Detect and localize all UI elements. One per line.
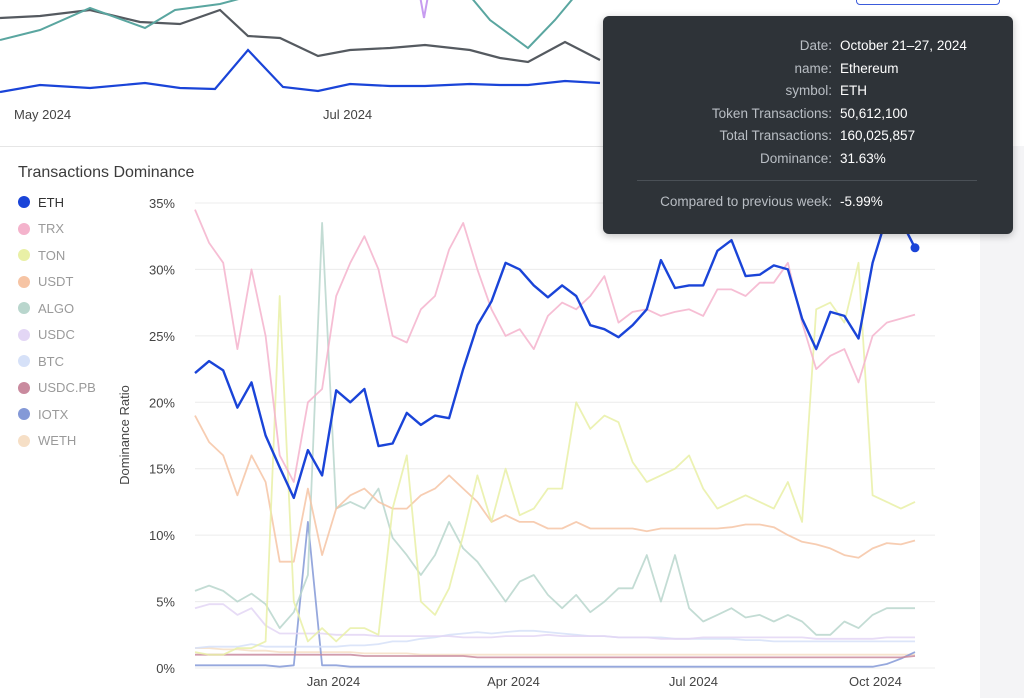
x-tick-label: Jul 2024 bbox=[669, 674, 718, 689]
top-chart-series-gray bbox=[0, 8, 601, 64]
legend-item-usdc-pb[interactable]: USDC.PB bbox=[18, 375, 96, 402]
tooltip-row: Date: October 21–27, 2024 bbox=[603, 38, 1013, 58]
tooltip-key: Compared to previous week: bbox=[660, 194, 832, 209]
top-chart-series-purple bbox=[419, 0, 429, 19]
y-axis-ticks: 0% 5% 10% 15% 20% 25% 30% 35% bbox=[149, 196, 175, 676]
chart-title: Transactions Dominance bbox=[18, 164, 195, 181]
y-tick-label: 35% bbox=[149, 196, 175, 211]
tooltip-row: Dominance: 31.63% bbox=[603, 151, 1013, 171]
legend-label: ALGO bbox=[38, 300, 75, 316]
section-divider bbox=[0, 146, 980, 147]
legend-label: USDC.PB bbox=[38, 380, 96, 396]
legend-item-weth[interactable]: WETH bbox=[18, 428, 96, 455]
legend-label: USDT bbox=[38, 274, 74, 290]
tooltip-value: 50,612,100 bbox=[840, 106, 908, 121]
series-line-usdc bbox=[194, 603, 915, 640]
legend-label: ETH bbox=[38, 194, 64, 210]
x-tick-label: Oct 2024 bbox=[849, 674, 902, 689]
y-tick-label: 30% bbox=[149, 262, 175, 277]
tooltip-value: October 21–27, 2024 bbox=[840, 38, 967, 53]
chart-legend: ETH TRX TON USDT ALGO USDC BTC USDC.PB I… bbox=[18, 189, 96, 454]
tooltip-value: -5.99% bbox=[840, 194, 883, 209]
legend-label: BTC bbox=[38, 353, 64, 369]
legend-marker bbox=[18, 302, 30, 315]
tooltip-value: Ethereum bbox=[840, 61, 899, 76]
top-chart-series-teal bbox=[0, 0, 573, 50]
tooltip-row: Token Transactions: 50,612,100 bbox=[603, 106, 1013, 126]
y-tick-label: 0% bbox=[156, 661, 175, 676]
series-line-ton bbox=[194, 261, 916, 656]
x-tick-label: Apr 2024 bbox=[487, 674, 540, 689]
tooltip-key: symbol: bbox=[785, 83, 832, 98]
tooltip-key: Token Transactions: bbox=[711, 106, 832, 121]
series-line-eth bbox=[194, 215, 917, 500]
legend-item-algo[interactable]: ALGO bbox=[18, 295, 96, 322]
legend-item-usdc[interactable]: USDC bbox=[18, 322, 96, 349]
y-tick-label: 20% bbox=[149, 395, 175, 410]
legend-item-trx[interactable]: TRX bbox=[18, 216, 96, 243]
top-chart: May 2024 Jul 2024 bbox=[0, 0, 601, 122]
tooltip-key: Dominance: bbox=[759, 151, 832, 166]
legend-label: USDC bbox=[38, 327, 75, 343]
series-line-usdt bbox=[194, 415, 916, 563]
legend-marker bbox=[18, 249, 30, 262]
hover-point bbox=[910, 243, 920, 253]
series-line-usdc-pb bbox=[195, 653, 916, 659]
tooltip-row: symbol: ETH bbox=[603, 83, 1013, 103]
tooltip-value: 160,025,857 bbox=[840, 128, 916, 143]
top-chart-lines bbox=[0, 0, 601, 94]
chart-tooltip: Date: October 21–27, 2024 name: Ethereum s… bbox=[603, 16, 1013, 234]
legend-marker bbox=[18, 408, 30, 421]
right-panel-edge bbox=[980, 146, 1024, 698]
legend-marker bbox=[18, 381, 30, 394]
dominance-chart: 0%5%10%15%20%25%30%35% Jan 2024 Apr 2024 J… bbox=[117, 196, 935, 689]
y-axis-label: Dominance Ratio bbox=[117, 385, 132, 485]
legend-item-btc[interactable]: BTC bbox=[18, 348, 96, 375]
x-axis-ticks: Jan 2024 Apr 2024 Jul 2024 Oct 2024 bbox=[307, 674, 902, 689]
top-control-button[interactable] bbox=[856, 0, 1000, 5]
y-tick-label: 25% bbox=[149, 329, 175, 344]
series-line-btc bbox=[194, 629, 915, 649]
legend-label: IOTX bbox=[38, 406, 69, 422]
y-tick-label: 10% bbox=[149, 528, 175, 543]
top-axis-tick: May 2024 bbox=[14, 107, 71, 122]
legend-item-eth[interactable]: ETH bbox=[18, 189, 96, 216]
legend-label: TON bbox=[38, 247, 66, 263]
chart-grid bbox=[195, 202, 935, 669]
x-tick-label: Jan 2024 bbox=[307, 674, 361, 689]
tooltip-row: name: Ethereum bbox=[603, 61, 1013, 81]
series-line-iotx bbox=[195, 520, 916, 668]
tooltip-key: Total Transactions: bbox=[719, 128, 832, 143]
y-tick-label: 15% bbox=[149, 462, 175, 477]
legend-marker bbox=[18, 434, 30, 447]
tooltip-divider bbox=[637, 180, 977, 181]
y-tick-label: 5% bbox=[156, 595, 175, 610]
tooltip-key: Date: bbox=[799, 38, 832, 53]
legend-marker bbox=[18, 222, 30, 235]
tooltip-key: name: bbox=[794, 61, 832, 76]
top-chart-series-blue bbox=[0, 48, 601, 94]
legend-label: WETH bbox=[38, 433, 77, 449]
series-line-algo bbox=[194, 222, 915, 636]
tooltip-compare-row: Compared to previous week: -5.99% bbox=[603, 194, 1013, 214]
tooltip-row: Total Transactions: 160,025,857 bbox=[603, 128, 1013, 148]
legend-label: TRX bbox=[38, 221, 64, 237]
top-axis-tick: Jul 2024 bbox=[323, 107, 372, 122]
legend-marker bbox=[18, 355, 30, 368]
legend-marker bbox=[18, 328, 30, 341]
tooltip-value: ETH bbox=[840, 83, 867, 98]
chart-series bbox=[194, 209, 920, 668]
legend-item-iotx[interactable]: IOTX bbox=[18, 401, 96, 428]
series-line-weth bbox=[195, 647, 915, 656]
legend-item-usdt[interactable]: USDT bbox=[18, 269, 96, 296]
legend-item-ton[interactable]: TON bbox=[18, 242, 96, 269]
tooltip-value: 31.63% bbox=[840, 151, 886, 166]
legend-marker bbox=[18, 196, 30, 209]
legend-marker bbox=[18, 275, 30, 288]
